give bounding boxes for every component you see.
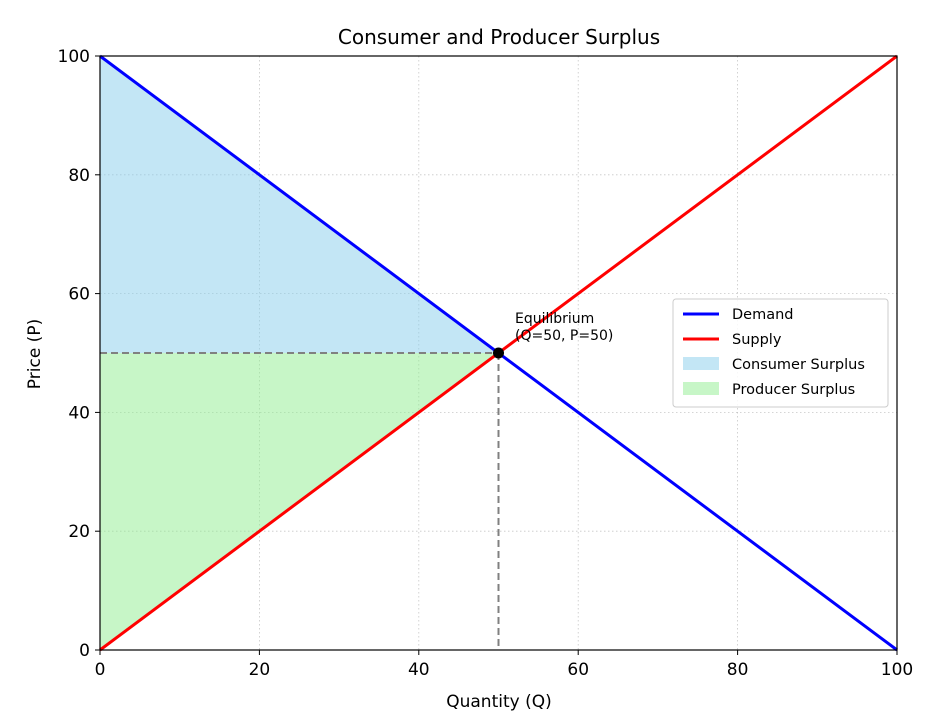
chart-title: Consumer and Producer Surplus [338, 25, 660, 49]
curves [99, 54, 898, 652]
equilibrium-label-line1: Equilibrium [515, 311, 594, 327]
legend-producer-swatch [683, 382, 719, 395]
y-tick-label: 80 [68, 166, 90, 186]
equilibrium-annotation: Equilibrium (Q=50, P=50) [515, 311, 613, 344]
y-tick-label: 40 [68, 403, 90, 423]
legend-demand-label: Demand [732, 307, 794, 323]
legend: Demand Supply Consumer Surplus Producer … [672, 298, 889, 408]
legend-consumer-swatch [683, 357, 719, 370]
y-tick-label: 20 [68, 522, 90, 542]
legend-producer-label: Producer Surplus [732, 382, 855, 398]
y-tick-label: 0 [79, 641, 90, 661]
legend-supply-label: Supply [732, 332, 782, 348]
y-tick-label: 100 [58, 47, 90, 67]
x-axis-label: Quantity (Q) [446, 692, 552, 712]
x-tick-label: 60 [567, 660, 589, 680]
x-tick-label: 40 [408, 660, 430, 680]
axes [99, 55, 898, 651]
x-tick-label: 80 [727, 660, 749, 680]
plot-frame [99, 55, 898, 651]
x-tick-label: 0 [95, 660, 106, 680]
x-tick-label: 20 [249, 660, 271, 680]
equilibrium-point [493, 347, 504, 359]
ticks: 0 20 40 60 80 100 0 20 40 60 80 100 [58, 47, 914, 680]
legend-box [672, 298, 889, 408]
x-tick-label: 100 [881, 660, 913, 680]
equilibrium-label-line2: (Q=50, P=50) [515, 328, 613, 344]
y-tick-label: 60 [68, 285, 90, 305]
legend-consumer-label: Consumer Surplus [732, 357, 865, 373]
equilibrium-guides [100, 352, 500, 650]
y-axis-label: Price (P) [25, 319, 45, 389]
